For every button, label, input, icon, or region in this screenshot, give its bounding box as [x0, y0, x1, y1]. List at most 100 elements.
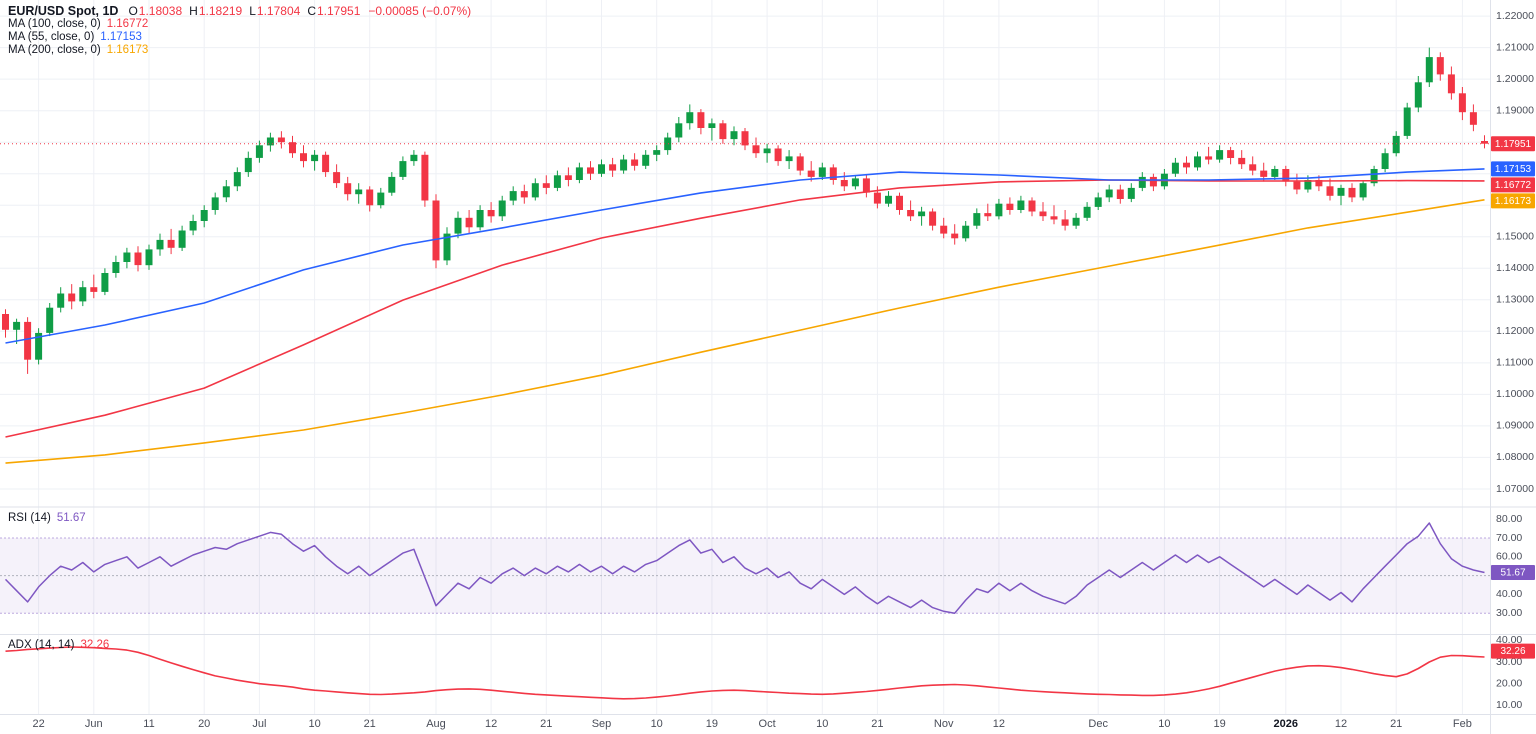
price-axis-label: 1.07000	[1496, 483, 1534, 495]
price-axis-label: 1.19000	[1496, 104, 1534, 116]
candle-body	[587, 167, 594, 174]
candle-body	[1017, 200, 1025, 210]
candle-body	[752, 145, 760, 154]
candle-body	[1458, 93, 1466, 113]
candle-body	[620, 159, 628, 171]
gridlines	[0, 0, 1490, 714]
price-change: −0.00085 (−0.07%)	[368, 4, 472, 18]
candle-body	[35, 332, 43, 360]
close-label: C	[307, 4, 316, 18]
candle-body	[333, 172, 341, 184]
time-axis-label: 21	[540, 718, 552, 730]
candle-body	[211, 197, 219, 210]
candle-body	[1039, 211, 1047, 217]
symbol-title[interactable]: EUR/USD Spot, 1D	[8, 4, 119, 18]
time-axis[interactable]	[0, 714, 1536, 734]
candle-body	[1381, 153, 1389, 169]
rsi-badge-text: 51.67	[1500, 568, 1525, 579]
candle-body	[642, 154, 650, 166]
adx-badge: 32.26	[1491, 643, 1535, 659]
ma-200-badge-text: 1.16173	[1495, 196, 1532, 207]
ma55-value: 1.17153	[100, 31, 142, 43]
symbol-legend: EUR/USD Spot, 1D O1.18038 H1.18219 L1.17804…	[8, 4, 471, 57]
candle-body	[377, 192, 385, 206]
candle-body	[553, 175, 561, 188]
price-axis-labels: 1.07000 1.08000 1.09000 1.10000 1.11000 1.120…	[1496, 10, 1534, 711]
price-axis-label: 20.00	[1496, 677, 1522, 689]
candle-body	[68, 293, 76, 302]
candle-body	[46, 307, 54, 333]
candle-body	[918, 211, 926, 217]
indicator-legend-adx[interactable]: ADX (14, 14) 32.26	[8, 639, 109, 651]
candle-body	[973, 213, 981, 226]
candle-body	[785, 156, 793, 162]
candle-body	[929, 211, 937, 226]
last-price-badge-text: 1.17951	[1495, 139, 1532, 150]
indicator-legend-ma200[interactable]: MA (200, close, 0) 1.16173	[8, 44, 471, 57]
rsi-value: 51.67	[56, 512, 86, 524]
rsi-label: RSI (14)	[8, 512, 51, 524]
price-axis-label: 30.00	[1496, 607, 1522, 619]
candle-body	[1149, 176, 1157, 187]
price-axis-label: 40.00	[1496, 588, 1522, 600]
adx-badge-text: 32.26	[1500, 646, 1525, 657]
candle-body	[498, 200, 506, 217]
price-axis-label: 1.20000	[1496, 73, 1534, 85]
time-axis-labels: 22 Jun 11 20 Jul 10 21 Aug 12 21 Sep 10 19 Oct 10 21 Nov…	[32, 718, 1471, 730]
time-axis-label: 22	[32, 718, 44, 730]
candle-body	[79, 287, 87, 302]
candle-body	[1337, 187, 1345, 196]
candle-body	[1205, 156, 1213, 160]
rsi-badge-bg	[1491, 565, 1535, 580]
ma200-label: MA (200, close, 0)	[8, 44, 101, 56]
indicator-legend-ma55[interactable]: MA (55, close, 0) 1.17153	[8, 31, 471, 44]
indicator-legend-rsi[interactable]: RSI (14) 51.67	[8, 512, 86, 524]
candle-body	[1481, 141, 1488, 144]
price-axis[interactable]	[1490, 0, 1536, 714]
ma-200-line	[5, 199, 1485, 464]
candle-body	[200, 210, 208, 221]
adx-value: 32.26	[80, 639, 110, 651]
candle-body	[90, 287, 98, 292]
indicator-legend-ma100[interactable]: MA (100, close, 0) 1.16772	[8, 18, 471, 31]
time-axis-label: 10	[1158, 718, 1170, 730]
candle-body	[1447, 74, 1455, 94]
time-axis-label: 21	[871, 718, 883, 730]
candle-body	[774, 148, 782, 162]
candle-body	[277, 137, 285, 143]
time-axis-label: 12	[485, 718, 497, 730]
time-axis-label: 10	[651, 718, 663, 730]
candle-body	[2, 314, 9, 330]
time-axis-label: Jun	[85, 718, 103, 730]
candle-body	[686, 112, 694, 124]
candle-body	[862, 178, 870, 193]
candle-body	[1260, 170, 1268, 177]
ma-200-badge-bg	[1491, 193, 1535, 209]
candle-body	[885, 195, 892, 204]
price-axis-label: 80.00	[1496, 513, 1522, 525]
candle-body	[763, 148, 771, 154]
candle-body	[1194, 156, 1201, 168]
candle-body	[984, 213, 992, 217]
close-value: 1.17951	[316, 4, 361, 18]
rsi-badge: 51.67	[1491, 565, 1535, 580]
candle-body	[1227, 150, 1235, 158]
candle-body	[1061, 219, 1069, 226]
ma55-label: MA (55, close, 0)	[8, 31, 95, 43]
time-axis-label: 11	[143, 718, 154, 730]
candle-body	[178, 230, 186, 248]
candle-body	[962, 225, 970, 239]
time-axis-label: 12	[993, 718, 1005, 730]
candle-body	[1348, 187, 1356, 198]
time-axis-label: Oct	[759, 718, 776, 730]
time-axis-label: 10	[816, 718, 828, 730]
ma-100-badge-text: 1.16772	[1495, 180, 1532, 191]
candle-body	[1238, 157, 1246, 165]
candle-body	[1127, 187, 1135, 199]
candle-body	[1105, 189, 1113, 198]
price-axis-label: 1.21000	[1496, 41, 1534, 53]
candle-body	[1183, 162, 1190, 168]
candle-body	[1304, 180, 1312, 190]
